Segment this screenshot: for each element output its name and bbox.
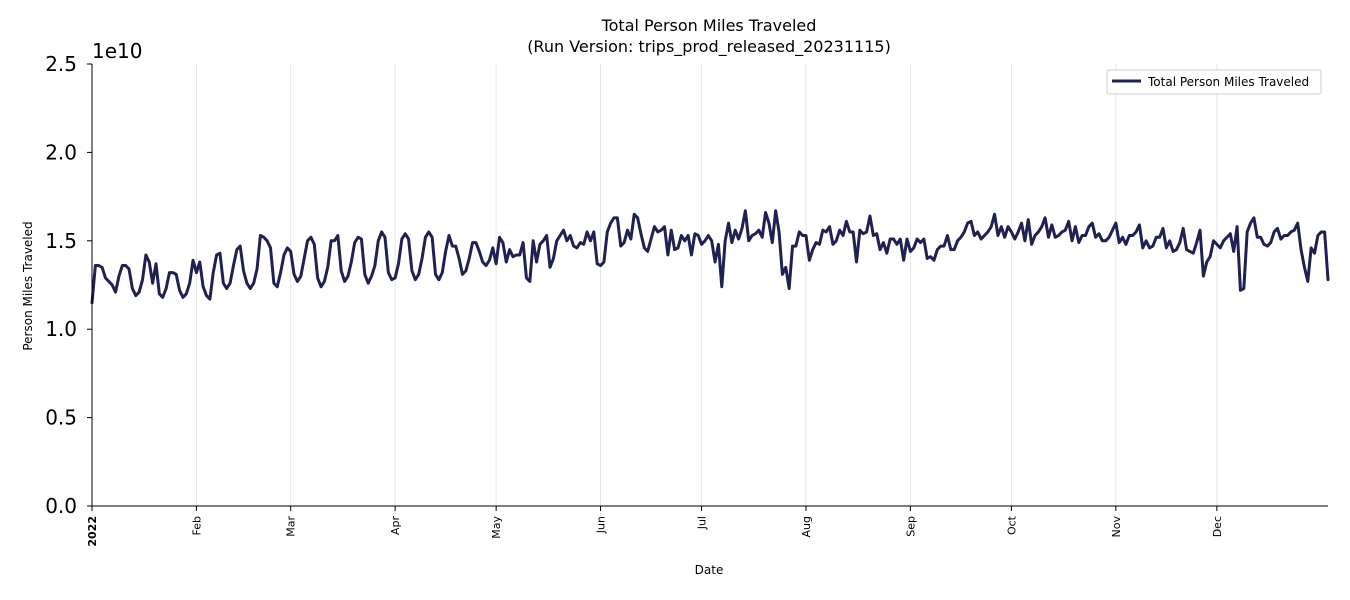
series-layer <box>90 209 1330 305</box>
legend-box <box>1106 69 1322 95</box>
x-tick-label: Aug <box>800 516 813 537</box>
y-tick-label: 0.5 <box>45 406 77 430</box>
legend-label: Total Person Miles Traveled <box>1147 75 1309 89</box>
y-tick-label: 0.0 <box>45 494 77 518</box>
x-tick-label: Apr <box>389 516 402 536</box>
y-axis-label: Person Miles Traveled <box>21 221 35 350</box>
x-tick-label: May <box>490 516 503 539</box>
x-tick-label: Mar <box>285 516 298 537</box>
y-ticks: 0.0 0.5 1.0 1.5 2.0 2.5 <box>45 52 92 518</box>
x-tick-label: Jul <box>696 516 709 530</box>
y-tick-label: 2.5 <box>45 52 77 76</box>
y-tick-label: 2.0 <box>45 140 77 164</box>
x-tick-label: Sep <box>904 516 917 537</box>
x-tick-label: Oct <box>1005 515 1018 535</box>
chart-title: Total Person Miles Traveled <box>601 16 817 35</box>
series-line-total-person-miles <box>90 209 1330 305</box>
x-tick-label: Nov <box>1110 516 1123 538</box>
y-offset-label: 1e10 <box>92 39 142 63</box>
y-tick-label: 1.0 <box>45 317 77 341</box>
x-ticks: 2022 Feb Mar Apr May Jun Jul Aug Sep Oct Nov Dec <box>86 506 1224 547</box>
x-tick-label: Dec <box>1211 516 1224 537</box>
x-tick-label: Jun <box>595 516 608 534</box>
legend: Total Person Miles Traveled <box>1106 69 1322 95</box>
x-tick-label: Feb <box>190 516 203 535</box>
x-tick-label: 2022 <box>86 516 99 547</box>
gridlines <box>195 64 1218 506</box>
axes <box>91 64 1328 507</box>
x-axis-label: Date <box>695 563 724 577</box>
chart-subtitle: (Run Version: trips_prod_released_202311… <box>527 37 891 57</box>
y-tick-label: 1.5 <box>45 229 77 253</box>
